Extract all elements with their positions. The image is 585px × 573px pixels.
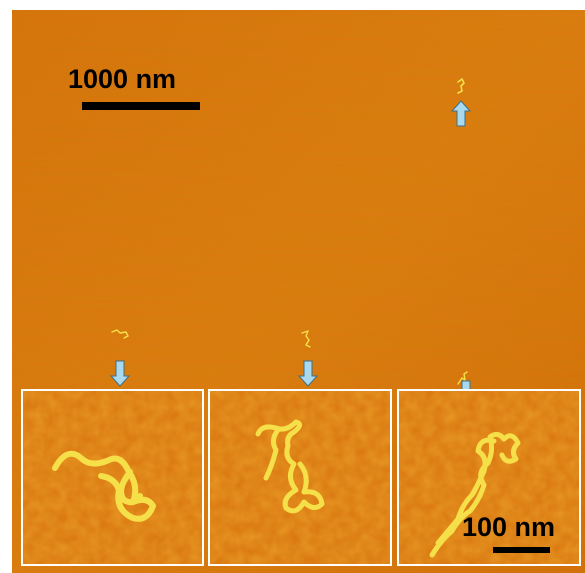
scale-bar [82, 102, 200, 110]
scale-bar-label: 100 nm [462, 512, 555, 542]
scale-bar-label: 1000 nm [68, 64, 176, 94]
inset-texture [209, 390, 391, 565]
inset [22, 390, 203, 565]
inset [209, 390, 391, 565]
page: 1000 nm 100 nm (() => { const data = JSO… [0, 0, 585, 573]
scale-bar [493, 547, 550, 553]
afm-image: 1000 nm 100 nm [0, 0, 585, 573]
